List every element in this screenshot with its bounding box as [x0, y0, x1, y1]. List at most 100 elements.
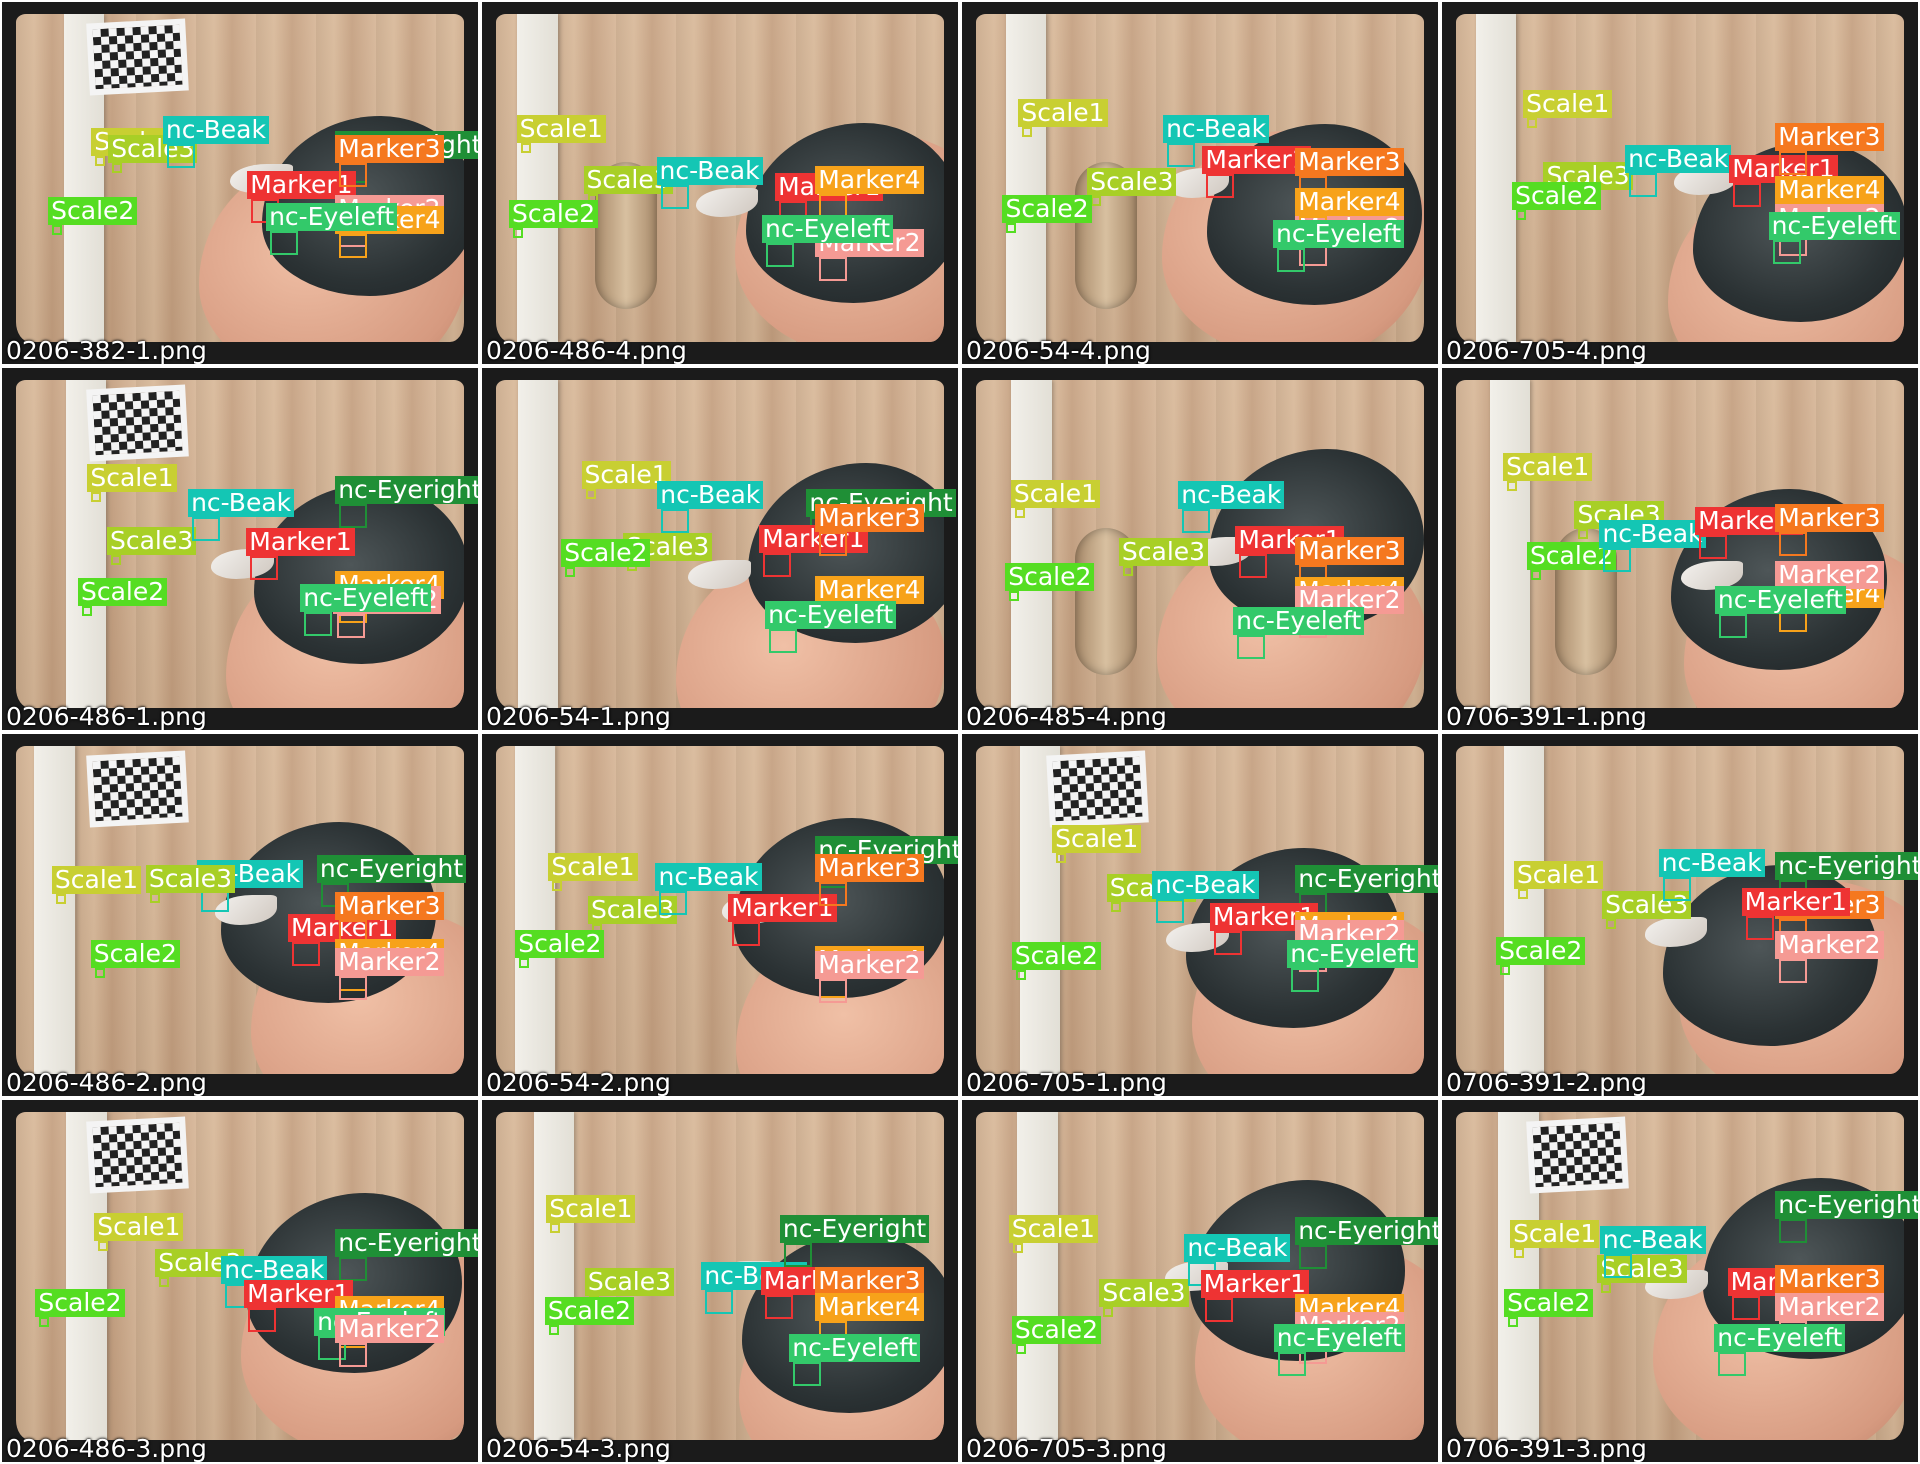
- detection-box: [1527, 117, 1538, 128]
- detection-box: [1015, 970, 1026, 981]
- detection-label: nc-Beak: [655, 863, 762, 892]
- detection-label: Scale1: [1052, 824, 1142, 853]
- result-tile: Scale1 Scale3 Scale2 nc-Beak Marker1 Marker3 M…: [960, 0, 1440, 366]
- detection-box: [1733, 183, 1762, 208]
- detection-label: Scale1: [51, 865, 142, 894]
- detection-label: nc-Beak: [162, 115, 269, 144]
- scale-ruler: [1475, 14, 1517, 342]
- checkerboard-target: [1045, 750, 1149, 828]
- result-tile: Scale1 Scale3 Scale2 nc-Beak Marker1 Marker3 M…: [1440, 0, 1920, 366]
- detection-label: Scale2: [515, 930, 605, 959]
- detection-label: Scale1: [87, 463, 177, 492]
- detection-box: [339, 1343, 368, 1368]
- detection-box: [1745, 916, 1774, 941]
- detection-box: [585, 489, 596, 500]
- detection-box: [660, 185, 689, 210]
- detection-box: [1779, 1219, 1808, 1244]
- detection-label: Marker2: [1775, 561, 1884, 590]
- detection-box: [248, 1308, 277, 1333]
- detection-label: nc-Eyeleft: [266, 203, 398, 232]
- detection-box: [1091, 195, 1102, 206]
- detection-box: [819, 978, 848, 1003]
- detection-label: Scale1: [1523, 89, 1613, 118]
- detection-box: [1110, 902, 1121, 913]
- detection-label: nc-Beak: [1163, 115, 1270, 144]
- detection-box: [1517, 888, 1528, 899]
- detection-box: [1122, 566, 1133, 577]
- scale-ruler: [1005, 14, 1047, 342]
- detection-label: nc-Eyeleft: [300, 584, 432, 613]
- filename-caption: 0206-486-1.png: [6, 702, 207, 731]
- detection-box: [1779, 532, 1808, 557]
- detection-label: Marker1: [1200, 1270, 1309, 1299]
- detection-label: Scale3: [1099, 1278, 1189, 1307]
- pigeon-photo: [16, 746, 464, 1074]
- detection-box: [192, 517, 221, 542]
- scale-ruler: [34, 746, 75, 1074]
- filename-caption: 0706-391-3.png: [1446, 1434, 1647, 1463]
- detection-box: [548, 1324, 559, 1335]
- detection-label: Marker3: [335, 892, 444, 920]
- detection-box: [1006, 223, 1017, 234]
- detection-box: [1508, 1316, 1519, 1327]
- detection-label: Scale1: [1010, 480, 1101, 509]
- detection-box: [783, 1243, 812, 1268]
- detection-label: Marker4: [1295, 188, 1404, 217]
- detection-label: Marker3: [815, 853, 924, 882]
- filename-caption: 0206-485-4.png: [966, 702, 1167, 731]
- detection-label: Scale2: [48, 196, 138, 225]
- detection-label: Marker1: [728, 894, 837, 923]
- detection-label: Marker4: [1775, 175, 1884, 204]
- detection-box: [705, 1290, 734, 1315]
- scale-ruler: [515, 746, 556, 1074]
- detection-label: Marker2: [335, 948, 444, 977]
- detection-label: Marker3: [335, 134, 444, 163]
- detection-label: Scale2: [1011, 1315, 1102, 1344]
- detection-box: [1772, 239, 1801, 264]
- filename-caption: 0206-486-4.png: [486, 336, 687, 365]
- detection-box: [1629, 172, 1658, 197]
- detection-label: Scale1: [1503, 452, 1593, 481]
- filename-caption: 0206-486-2.png: [6, 1068, 207, 1097]
- result-tile: Scale1Scale3Scale2nc-BeakMarker1Marker4M…: [480, 0, 960, 366]
- detection-label: Marker3: [1295, 147, 1404, 176]
- detection-label: Scale3: [106, 527, 197, 556]
- filename-caption: 0206-705-1.png: [966, 1068, 1167, 1097]
- detection-box: [52, 224, 63, 235]
- filename-caption: 0706-391-2.png: [1446, 1068, 1647, 1097]
- detection-box: [766, 242, 795, 267]
- detection-label: Marker3: [815, 1267, 924, 1296]
- detection-box: [1530, 569, 1541, 580]
- detection-label: Scale3: [1118, 538, 1209, 567]
- detection-label: nc-Beak: [1152, 871, 1259, 899]
- detection-box: [339, 162, 368, 187]
- detection-label: Scale2: [35, 1289, 125, 1318]
- detection-box: [91, 491, 102, 502]
- detection-label: Scale3: [1087, 167, 1177, 196]
- detection-label: Marker3: [1775, 504, 1884, 533]
- detection-label: nc-Eyeright: [335, 475, 478, 504]
- detection-box: [339, 976, 368, 1001]
- detection-box: [1500, 965, 1511, 976]
- scale-ruler: [517, 380, 559, 708]
- detection-label: Scale2: [90, 940, 180, 969]
- detection-label: nc-Eyeright: [1775, 852, 1918, 881]
- detection-box: [1239, 554, 1268, 579]
- detection-label: nc-Beak: [1178, 480, 1285, 509]
- detection-box: [1779, 151, 1808, 176]
- detection-box: [1603, 1254, 1632, 1279]
- detection-box: [270, 231, 299, 256]
- detection-label: nc-Beak: [1658, 849, 1765, 878]
- detection-label: nc-Beak: [1599, 1226, 1706, 1255]
- pigeon-photo: [16, 380, 464, 708]
- detection-box: [520, 142, 531, 153]
- detection-box: [1022, 126, 1033, 137]
- detection-box: [1603, 548, 1632, 573]
- scale-ruler: [517, 14, 558, 342]
